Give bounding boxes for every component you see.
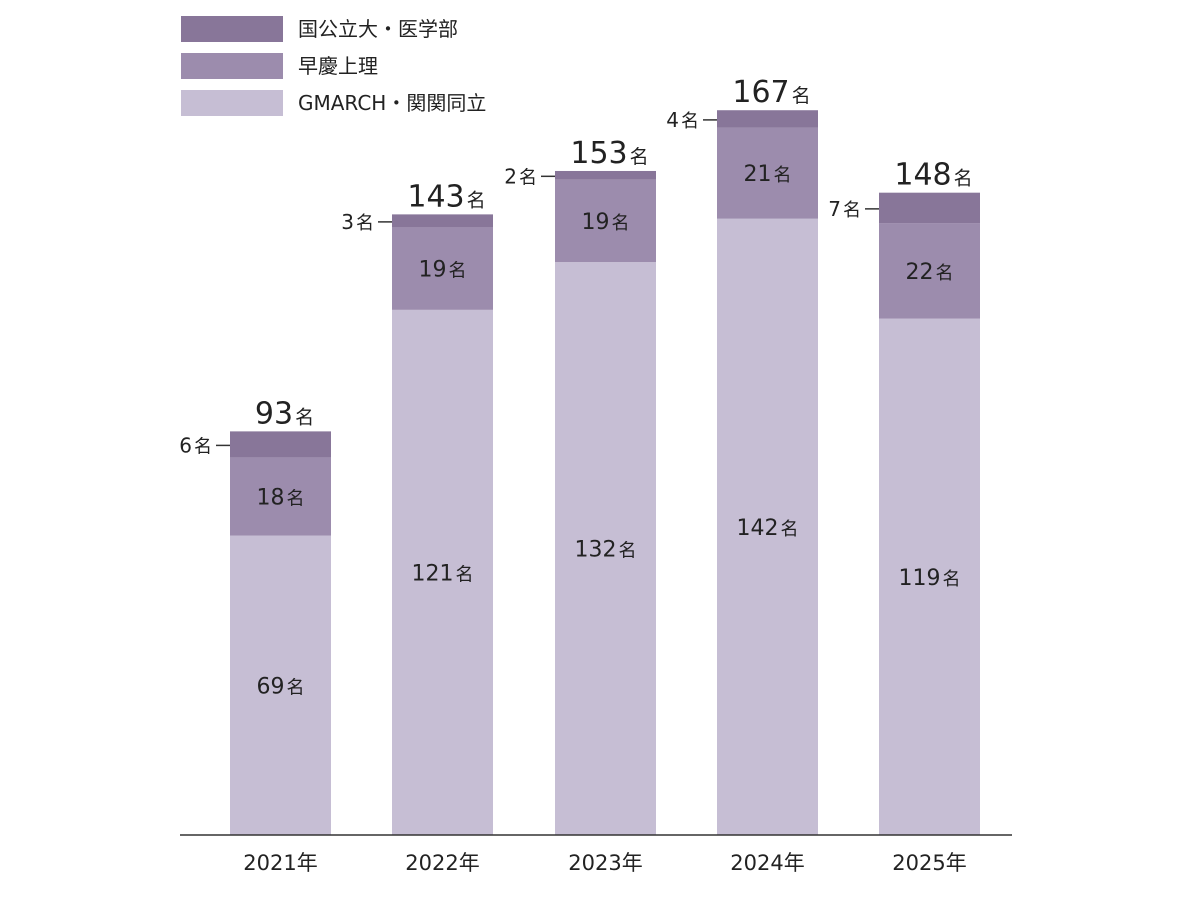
- x-tick-4: 2025年: [892, 851, 966, 875]
- seg-label-3-0: 142 名: [737, 516, 799, 541]
- bars: [230, 110, 980, 836]
- total-label-3: 167 名: [732, 75, 810, 110]
- legend-label-2: 国公立大・医学部: [298, 17, 458, 41]
- seg-label-1-1: 19 名: [419, 258, 467, 283]
- x-tick-0: 2021年: [243, 851, 317, 875]
- x-tick-2: 2023年: [568, 851, 642, 875]
- seg-label-0-1: 18 名: [257, 485, 305, 510]
- bar-2-series-1: [555, 179, 656, 263]
- bar-1-series-1: [392, 227, 493, 310]
- legend-swatch-2: [181, 16, 283, 42]
- bar-3-series-0: [717, 218, 818, 836]
- total-label-2: 153 名: [570, 136, 648, 171]
- seg-label-2-1: 19 名: [582, 210, 630, 235]
- bar-4-series-0: [879, 318, 980, 835]
- legend-label-0: GMARCH・関関同立: [298, 91, 486, 115]
- seg-label-2-0: 132 名: [575, 538, 637, 563]
- x-axis: 2021年 2022年 2023年 2024年 2025年: [243, 851, 966, 875]
- seg-label-4-1: 22 名: [906, 260, 954, 285]
- seg-label-3-1: 21 名: [744, 162, 792, 187]
- x-tick-1: 2022年: [405, 851, 479, 875]
- bar-1-series-2: [392, 214, 493, 228]
- total-label-0: 93 名: [255, 396, 314, 431]
- bar-0-series-1: [230, 457, 331, 536]
- legend-swatch-1: [181, 53, 283, 79]
- legend-swatch-0: [181, 90, 283, 116]
- legend-label-1: 早慶上理: [298, 54, 378, 78]
- bar-0-series-2: [230, 431, 331, 458]
- bar-2-series-0: [555, 262, 656, 835]
- bar-4-series-2: [879, 192, 980, 224]
- bar-2-series-2: [555, 170, 656, 180]
- bar-1-series-0: [392, 309, 493, 835]
- total-label-4: 148 名: [894, 158, 972, 193]
- bar-3-series-1: [717, 127, 818, 219]
- labels: 69 名 18 名 6 名 93 名 121 名 19 名 3 名 143 名 132 名 19 名 2 名 153 名 142…: [179, 75, 972, 699]
- seg-label-0-0: 69 名: [257, 674, 305, 699]
- total-label-1: 143 名: [407, 179, 485, 214]
- bar-4-series-1: [879, 223, 980, 319]
- x-tick-3: 2024年: [730, 851, 804, 875]
- seg-label-1-0: 121 名: [412, 561, 474, 586]
- seg-label-4-0: 119 名: [899, 566, 961, 591]
- bar-0-series-0: [230, 535, 331, 835]
- bar-3-series-2: [717, 110, 818, 128]
